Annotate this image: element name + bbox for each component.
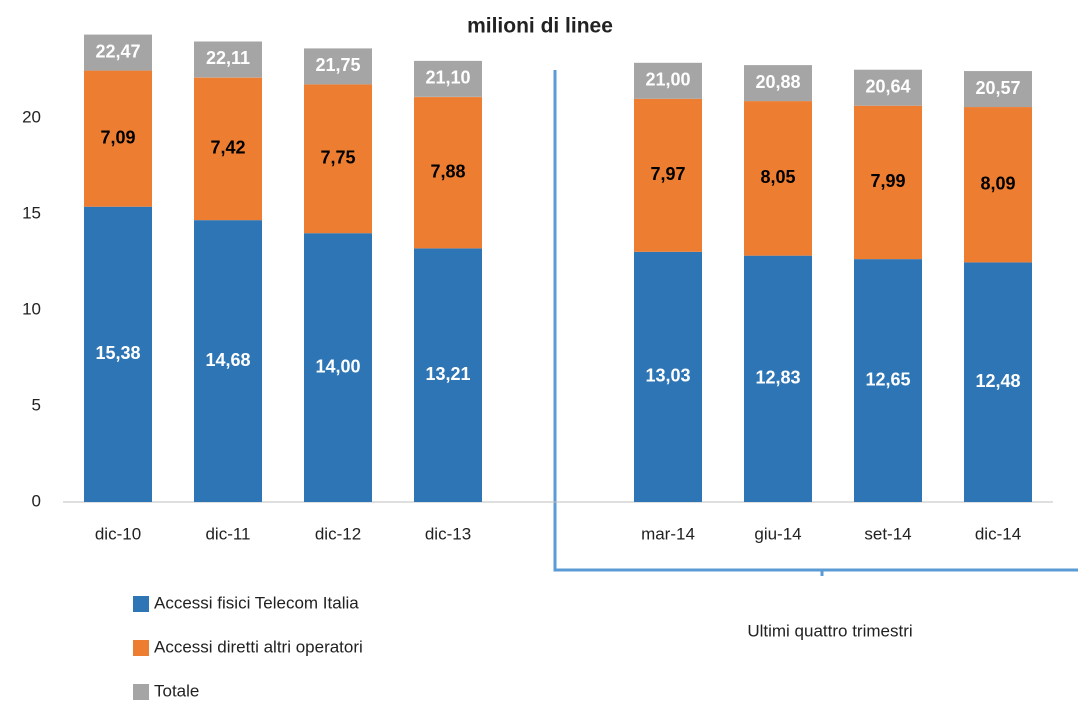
bar-segment: [304, 84, 372, 234]
y-tick-label: 0: [32, 491, 41, 510]
bar-segment: [634, 251, 702, 502]
y-tick-label: 10: [22, 299, 41, 318]
y-tick-label: 15: [22, 203, 41, 222]
legend-swatch: [133, 684, 149, 700]
data-label: 13,21: [425, 364, 470, 384]
bar-segment: [304, 233, 372, 502]
total-label: 21,75: [315, 55, 360, 75]
total-label: 22,47: [95, 41, 140, 61]
data-label: 15,38: [95, 343, 140, 363]
bar-segment: [634, 98, 702, 252]
x-tick-label: dic-11: [205, 524, 250, 543]
data-label: 12,48: [975, 371, 1020, 391]
data-label: 7,09: [100, 127, 135, 147]
total-label: 21,00: [645, 70, 690, 90]
x-tick-label: dic-13: [425, 524, 471, 543]
data-label: 7,88: [430, 161, 465, 181]
chart-title: milioni di linee: [467, 15, 613, 38]
bar-segment: [194, 220, 262, 503]
data-label: 7,99: [870, 171, 905, 191]
data-label: 7,75: [320, 148, 355, 168]
total-box: [414, 60, 482, 97]
x-tick-label: dic-14: [975, 524, 1021, 543]
bar-segment: [84, 206, 152, 503]
bar-segment: [744, 101, 812, 256]
total-label: 20,57: [975, 78, 1020, 98]
total-box: [194, 41, 262, 78]
y-tick-label: 20: [22, 107, 41, 126]
data-label: 12,83: [755, 368, 800, 388]
data-label: 14,68: [205, 350, 250, 370]
x-tick-label: set-14: [864, 524, 911, 543]
total-label: 20,64: [865, 76, 910, 96]
x-tick-label: dic-10: [95, 524, 141, 543]
data-label: 14,00: [315, 356, 360, 376]
bar-segment: [84, 70, 152, 207]
x-tick-label: mar-14: [641, 524, 695, 543]
x-tick-label: giu-14: [754, 524, 801, 543]
bar-segment: [854, 259, 922, 502]
x-tick-label: dic-12: [315, 524, 361, 543]
legend-label: Totale: [154, 681, 199, 700]
data-label: 7,42: [210, 138, 245, 158]
bar-segment: [854, 105, 922, 260]
total-box: [744, 65, 812, 102]
data-label: 7,97: [650, 164, 685, 184]
bar-segment: [194, 77, 262, 221]
legend-label: Accessi fisici Telecom Italia: [154, 593, 359, 612]
bar-segment: [414, 248, 482, 502]
total-box: [634, 62, 702, 99]
total-label: 21,10: [425, 68, 470, 88]
bar-segment: [964, 262, 1032, 502]
data-label: 13,03: [645, 366, 690, 386]
total-box: [304, 48, 372, 85]
legend-swatch: [133, 596, 149, 612]
data-label: 8,05: [760, 167, 795, 187]
data-label: 8,09: [980, 173, 1015, 193]
bracket: [553, 70, 1078, 576]
bar-segment: [964, 107, 1032, 263]
bar-segment: [414, 97, 482, 249]
legend-label: Accessi diretti altri operatori: [154, 637, 363, 656]
legend-swatch: [133, 640, 149, 656]
total-label: 22,11: [206, 48, 250, 68]
total-label: 20,88: [755, 72, 800, 92]
bar-segment: [744, 255, 812, 502]
annotation: Ultimi quattro trimestri: [747, 621, 912, 640]
data-label: 12,65: [865, 369, 910, 389]
total-box: [854, 69, 922, 106]
total-box: [964, 71, 1032, 108]
y-tick-label: 5: [32, 395, 41, 414]
total-box: [84, 34, 152, 71]
